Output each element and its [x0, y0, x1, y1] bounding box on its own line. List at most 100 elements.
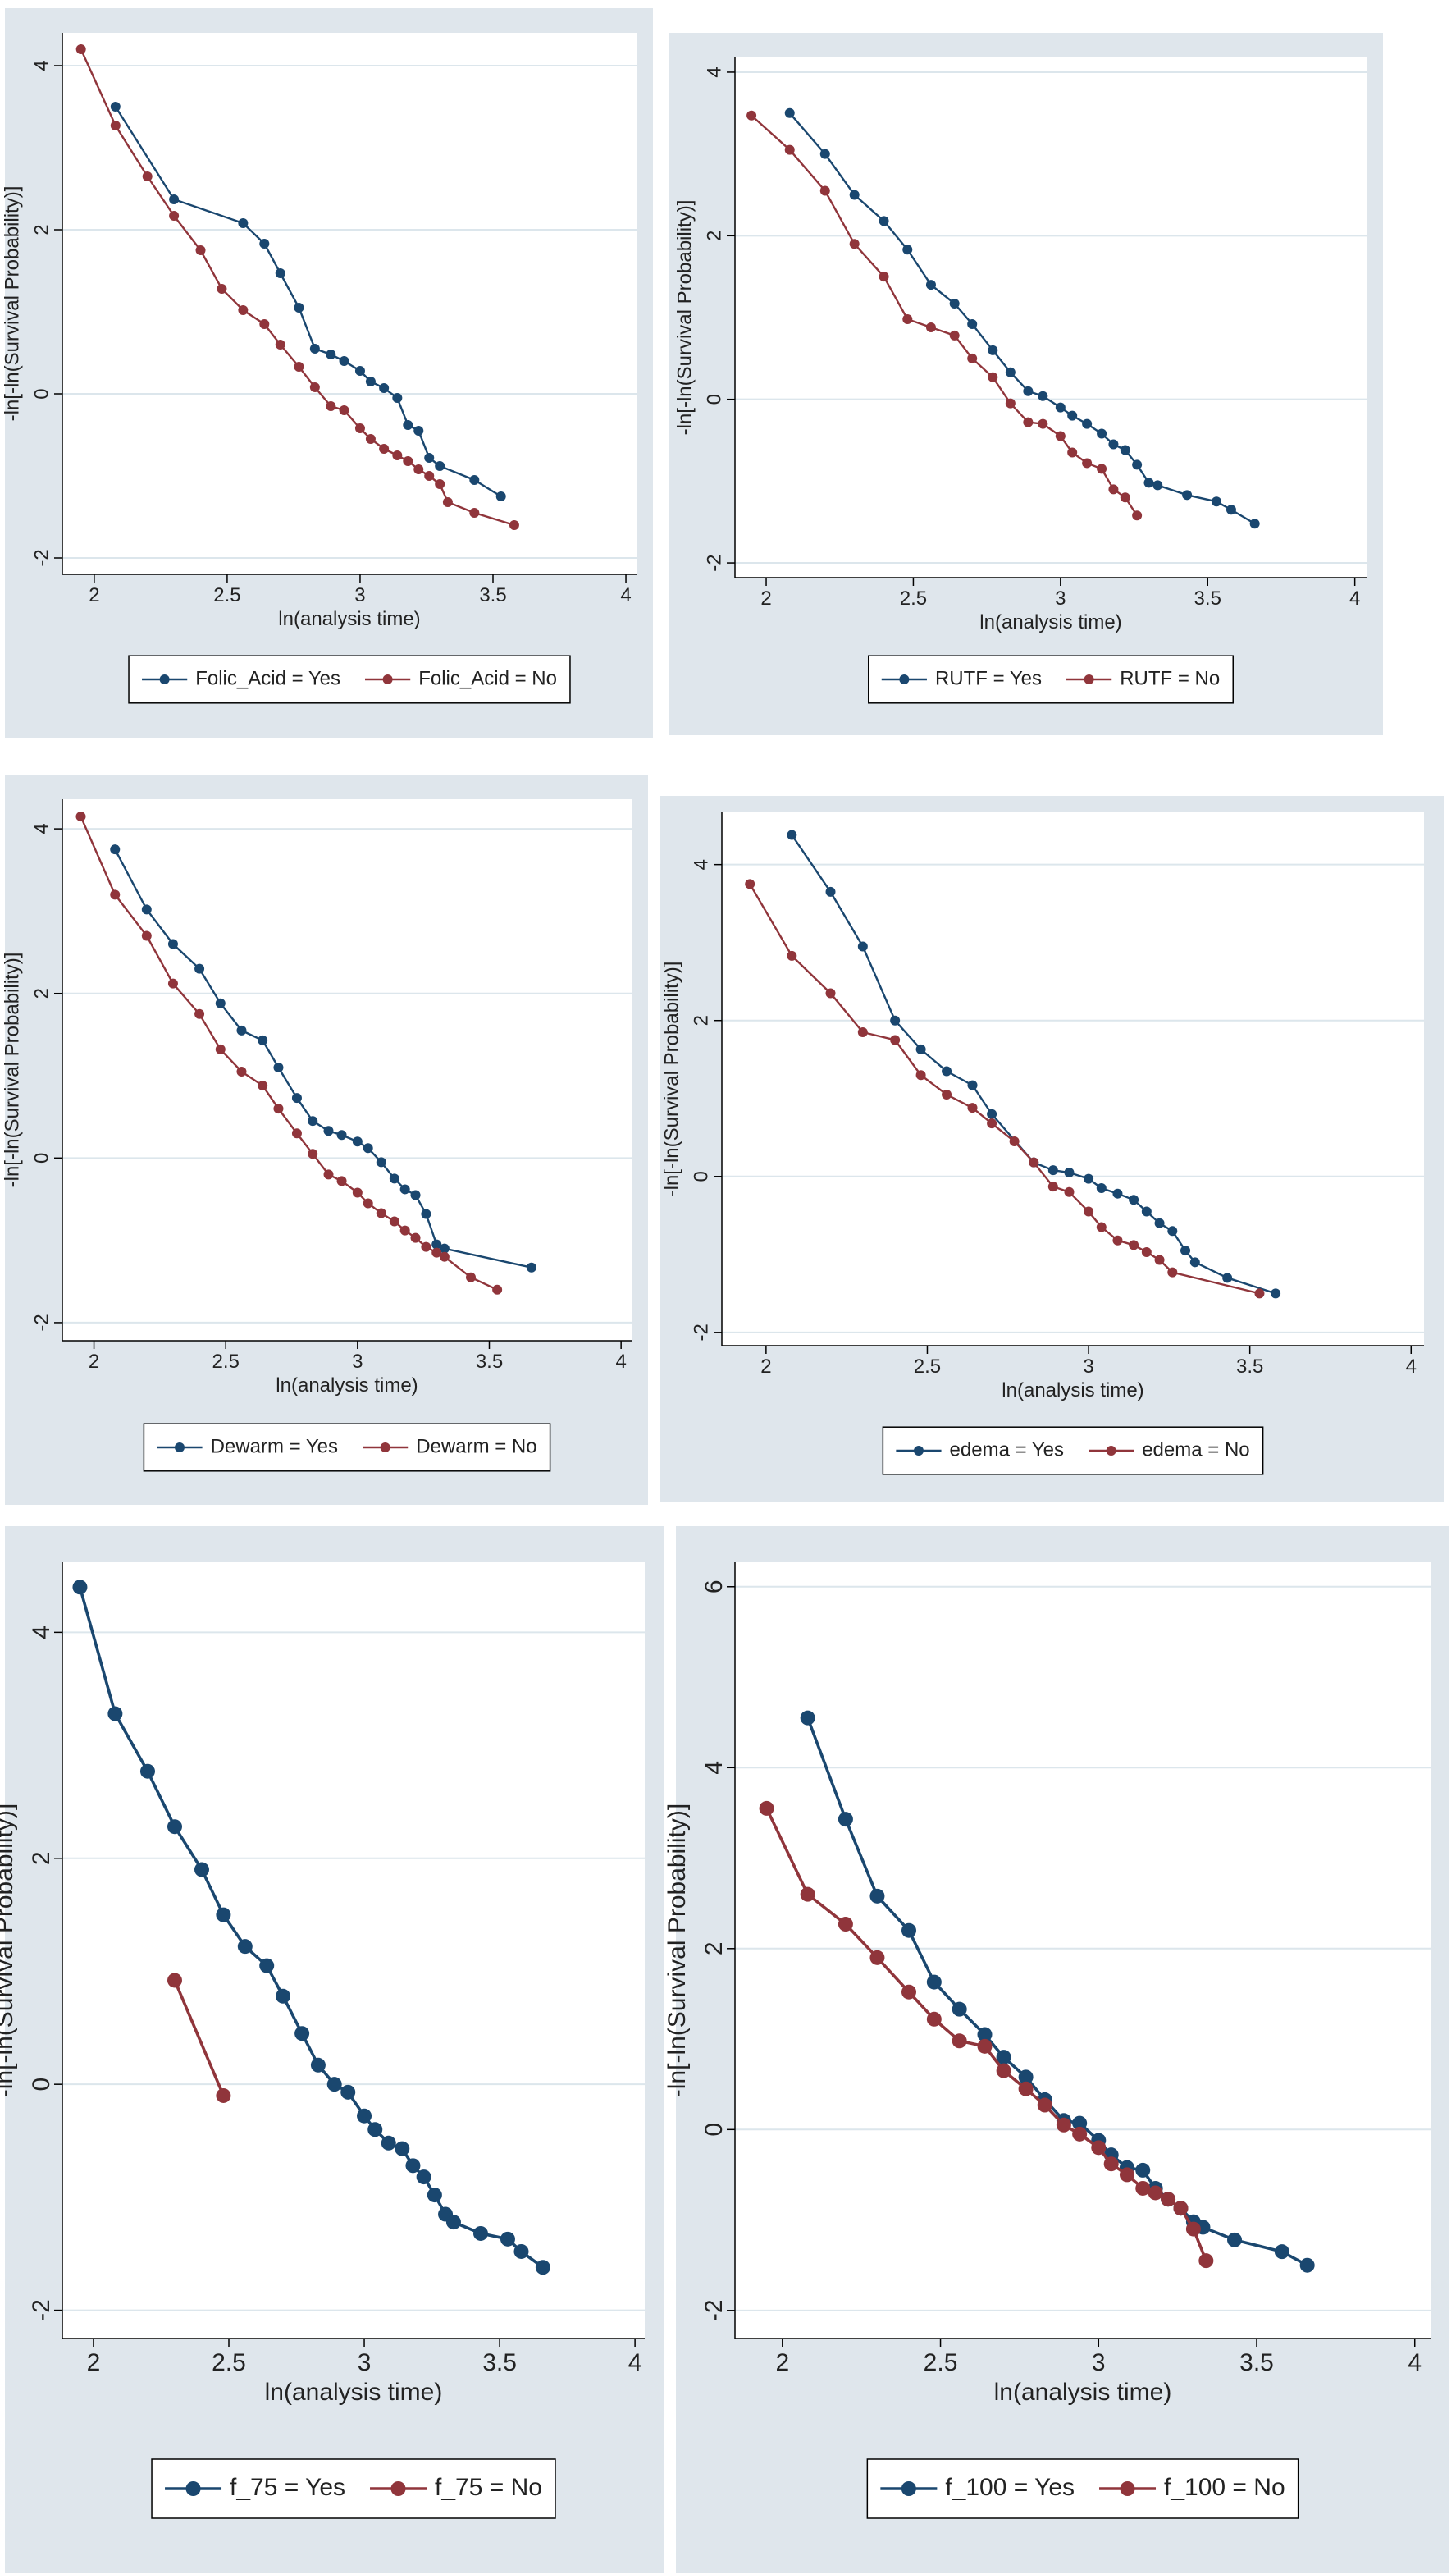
data-point — [167, 939, 178, 949]
data-point — [513, 2243, 529, 2259]
data-point — [500, 2231, 515, 2247]
data-point — [977, 2038, 993, 2054]
y-tick-label: 4 — [28, 1625, 55, 1639]
data-point — [942, 1090, 952, 1100]
data-point — [326, 401, 336, 411]
data-point — [987, 1109, 997, 1119]
data-point — [967, 1103, 978, 1113]
y-tick-label: -2 — [701, 2299, 728, 2321]
data-point — [1037, 2097, 1052, 2113]
data-point — [952, 2001, 967, 2017]
data-point — [217, 284, 227, 294]
data-point — [1227, 2232, 1243, 2247]
legend-box — [868, 655, 1234, 704]
data-point — [819, 185, 830, 196]
x-axis-label: ln(analysis time) — [994, 2379, 1172, 2406]
data-point — [308, 1116, 318, 1127]
x-tick-label: 2.5 — [914, 1356, 941, 1378]
y-tick-label: 2 — [30, 224, 52, 235]
data-point — [949, 299, 960, 309]
x-tick-label: 4 — [628, 2349, 642, 2376]
data-point — [365, 434, 376, 444]
legend-marker — [380, 1442, 390, 1452]
data-point — [308, 1149, 318, 1159]
data-point — [1112, 1188, 1123, 1199]
data-point — [72, 1580, 88, 1595]
data-point — [273, 1104, 284, 1114]
y-tick-label: -2 — [28, 2299, 55, 2321]
y-tick-label: 4 — [30, 823, 52, 834]
data-point — [1018, 2081, 1034, 2096]
data-point — [967, 318, 978, 329]
data-point — [1023, 417, 1034, 427]
data-point — [107, 1706, 123, 1721]
data-point — [291, 1093, 302, 1104]
data-point — [403, 420, 413, 430]
data-point — [1152, 480, 1163, 491]
data-point — [399, 1184, 410, 1195]
legend-label: edema = No — [1142, 1438, 1249, 1461]
data-point — [403, 456, 413, 466]
data-point — [1129, 1240, 1139, 1250]
data-point — [424, 471, 435, 481]
data-point — [849, 239, 860, 249]
data-point — [1189, 1257, 1200, 1268]
data-point — [1056, 2117, 1071, 2133]
plot-area — [735, 1562, 1431, 2339]
data-point — [1096, 1222, 1107, 1232]
data-point — [110, 889, 121, 900]
x-axis-label: ln(analysis time) — [265, 2379, 443, 2406]
x-tick-label: 3.5 — [1239, 2349, 1274, 2376]
x-tick-label: 4 — [615, 1351, 626, 1373]
data-point — [309, 382, 320, 392]
data-point — [352, 1136, 363, 1147]
data-point — [169, 211, 180, 221]
data-point — [365, 377, 376, 386]
data-point — [294, 362, 304, 372]
data-point — [413, 426, 424, 436]
y-tick-label: 0 — [690, 1171, 712, 1182]
data-point — [421, 1209, 431, 1219]
data-point — [819, 149, 830, 159]
x-tick-label: 3 — [1083, 1356, 1093, 1378]
data-point — [977, 2027, 993, 2042]
data-point — [1103, 2156, 1119, 2172]
y-tick-label: 0 — [28, 2078, 55, 2092]
legend-label: f_75 = Yes — [230, 2474, 345, 2501]
legend-label: Folic_Acid = No — [418, 667, 557, 689]
data-point — [879, 216, 889, 226]
data-point — [869, 1888, 885, 1904]
data-point — [215, 1044, 226, 1054]
data-point — [1067, 447, 1078, 458]
data-point — [1084, 1206, 1094, 1217]
data-point — [139, 1763, 155, 1779]
data-point — [169, 194, 180, 204]
data-point — [238, 218, 249, 228]
x-tick-label: 3.5 — [482, 2349, 517, 2376]
data-point — [942, 1066, 952, 1077]
y-tick-label: 4 — [701, 1761, 728, 1775]
data-point — [996, 2063, 1011, 2078]
y-tick-label: 0 — [701, 2123, 728, 2137]
legend: f_75 = Yes f_75 = No — [165, 2474, 542, 2501]
data-point — [915, 1070, 926, 1081]
data-point — [1120, 445, 1130, 455]
data-point — [869, 1950, 885, 1965]
data-point — [439, 1243, 450, 1254]
data-point — [469, 475, 480, 485]
data-point — [1097, 464, 1107, 474]
data-point — [1067, 410, 1078, 421]
data-point — [1198, 2253, 1214, 2269]
data-point — [392, 393, 403, 403]
y-axis-label: -ln[-ln(Survival Probability)] — [664, 1804, 691, 2097]
data-point — [746, 110, 757, 121]
data-point — [424, 453, 435, 463]
data-point — [1047, 1182, 1058, 1192]
data-point — [1082, 458, 1093, 469]
x-tick-label: 2.5 — [213, 584, 240, 606]
x-tick-label: 2 — [760, 1356, 771, 1378]
data-point — [1222, 1273, 1233, 1283]
x-axis-label: ln(analysis time) — [979, 611, 1121, 633]
x-tick-label: 2 — [775, 2349, 789, 2376]
